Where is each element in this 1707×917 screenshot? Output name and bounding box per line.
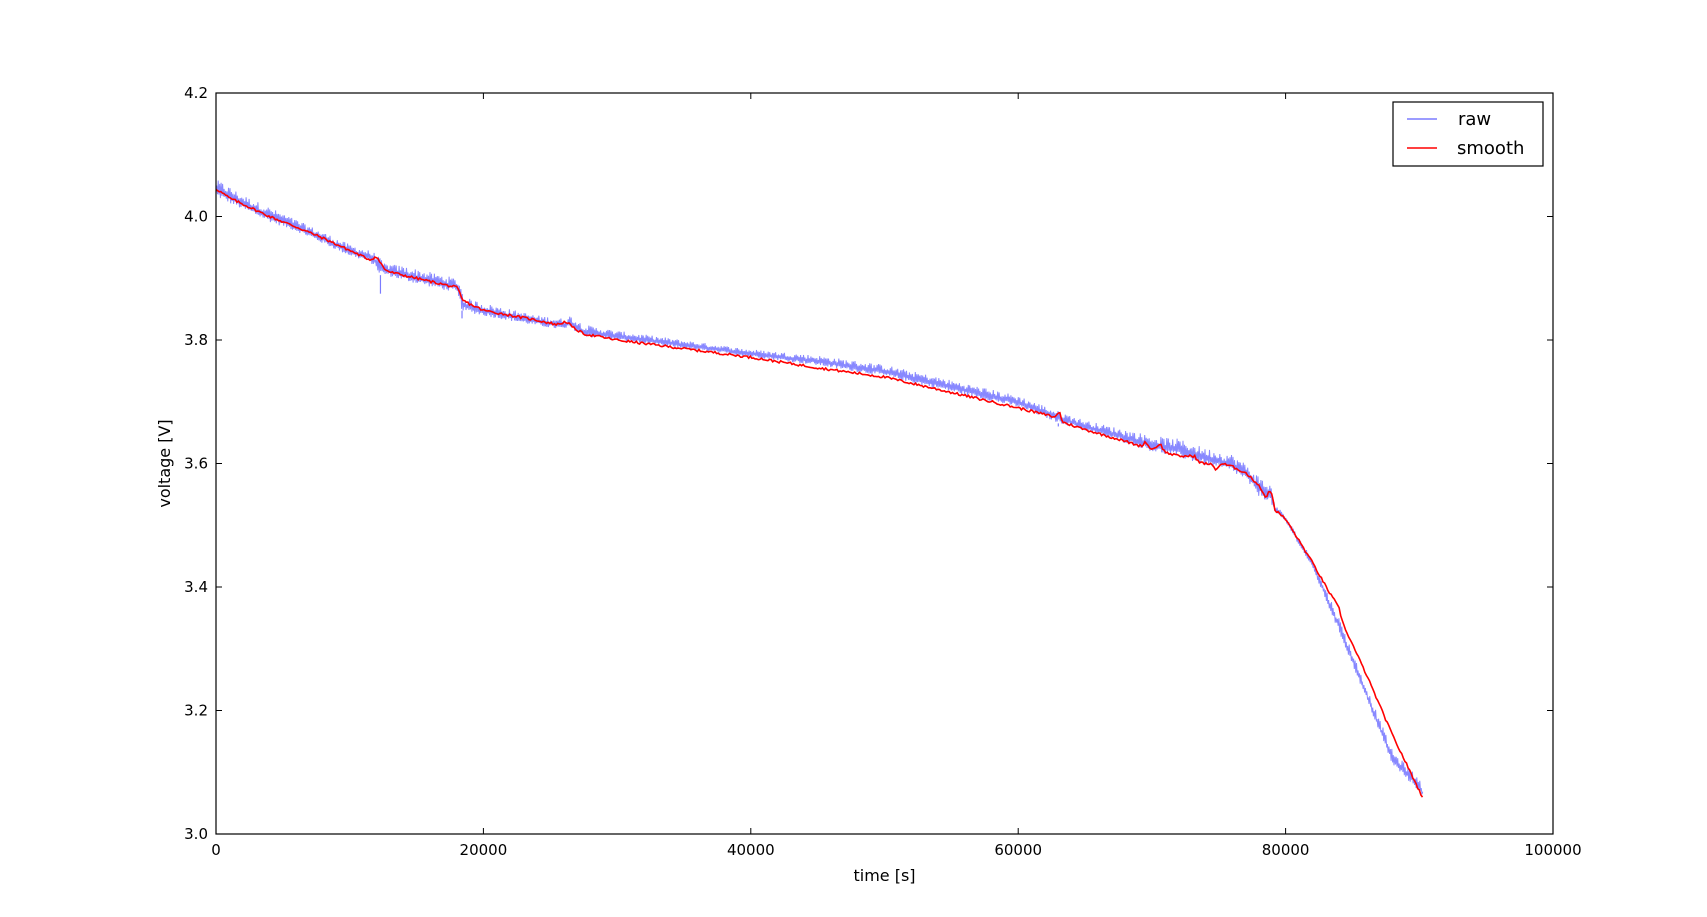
plot-layer (215, 180, 1424, 798)
x-tick-label: 60000 (994, 841, 1042, 859)
y-tick-label: 3.8 (184, 331, 208, 349)
y-tick-label: 3.4 (184, 578, 208, 596)
y-tick-label: 3.0 (184, 825, 208, 843)
x-tick-label: 20000 (460, 841, 508, 859)
series-smooth-line (215, 188, 1424, 798)
legend-label-raw: raw (1458, 109, 1491, 130)
x-tick-label: 0 (211, 841, 221, 859)
x-tick-label: 80000 (1262, 841, 1310, 859)
x-tick-label: 40000 (727, 841, 775, 859)
y-axis-label: voltage [V] (155, 419, 174, 507)
axes-ticks: 0 20000 40000 60000 80000 100000 3.0 3.2 3.4 3.6 3… (184, 84, 1581, 859)
y-tick-label: 4.0 (184, 208, 208, 226)
x-tick-label: 100000 (1524, 841, 1581, 859)
y-tick-label: 4.2 (184, 84, 208, 102)
y-tick-label: 3.6 (184, 455, 208, 473)
legend-box (1392, 101, 1544, 167)
x-axis-label: time [s] (853, 866, 915, 885)
y-tick-label: 3.2 (184, 702, 208, 720)
legend: raw smooth (1392, 101, 1544, 167)
legend-label-smooth: smooth (1457, 138, 1524, 159)
